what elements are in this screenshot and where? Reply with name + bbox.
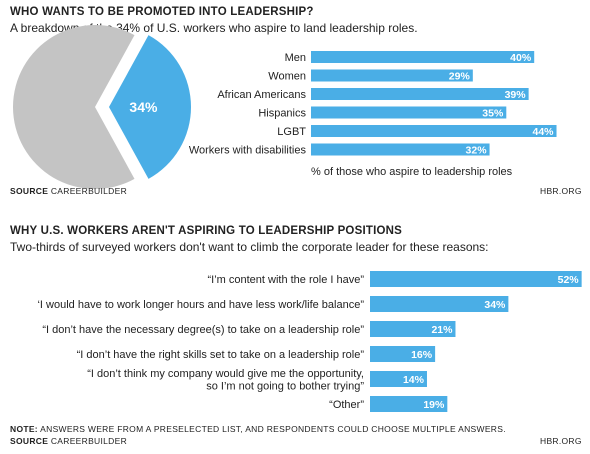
pie-slice-rest	[12, 24, 135, 190]
pie-slice-highlight	[109, 35, 191, 179]
bar-reason	[370, 346, 436, 362]
note-text: ANSWERS WERE FROM A PRESELECTED LIST, AN…	[40, 424, 506, 434]
bar-category-label: Men	[285, 52, 306, 64]
pie-chart: 34%	[12, 24, 191, 190]
section1-brand: HBR.ORG	[540, 186, 582, 196]
bar-value-label: 14%	[403, 374, 425, 386]
bar-value-label: 44%	[533, 126, 555, 138]
bar-value-label: 21%	[431, 324, 453, 336]
section2-subtitle: Two-thirds of surveyed workers don't wan…	[10, 240, 489, 254]
bar-reason	[370, 396, 448, 412]
bar-reason-label: “I don’t have the right skills set to ta…	[77, 349, 365, 361]
section2-source: SOURCE CAREERBUILDER	[10, 436, 127, 446]
bar-value-label: 19%	[423, 399, 445, 411]
axis-note: % of those who aspire to leadership role…	[311, 166, 513, 178]
bar-category-label: Women	[268, 71, 306, 83]
bar-value-label: 39%	[505, 89, 527, 101]
bar-value-label: 32%	[466, 145, 488, 157]
bar-category-label: African Americans	[217, 89, 306, 101]
bar-value-label: 29%	[449, 71, 471, 83]
bar-demographic	[311, 143, 490, 156]
bar-reason-label: “I don’t think my company would give me …	[87, 368, 364, 380]
bar-category-label: LGBT	[277, 126, 306, 138]
bar-demographic	[311, 88, 529, 100]
bar-reason-label: “I don’t have the necessary degree(s) to…	[42, 324, 364, 336]
source-label: SOURCE	[10, 186, 49, 196]
bar-demographic	[311, 69, 473, 82]
bar-value-label: 40%	[510, 52, 532, 64]
section2-note: NOTE: ANSWERS WERE FROM A PRESELECTED LI…	[10, 424, 506, 434]
bar-value-label: 34%	[484, 299, 506, 311]
bar-reason	[370, 371, 427, 387]
bar-demographic	[311, 51, 535, 63]
pie-slice-label: 34%	[129, 99, 158, 115]
bar-demographic	[311, 125, 557, 137]
bar-demographic	[311, 106, 507, 119]
bar-reason-label: “Other”	[329, 399, 364, 411]
bar-reason-label: ‘I would have to work longer hours and h…	[37, 299, 364, 311]
bar-value-label: 16%	[411, 349, 433, 361]
section1-title: WHO WANTS TO BE PROMOTED INTO LEADERSHIP…	[10, 6, 314, 18]
section2-brand: HBR.ORG	[540, 436, 582, 446]
bar-reason	[370, 321, 456, 337]
bar-reason	[370, 271, 582, 287]
section2-title: WHY U.S. WORKERS AREN'T ASPIRING TO LEAD…	[10, 225, 402, 237]
note-label: NOTE:	[10, 424, 38, 434]
bar-reason-label: “I’m content with the role I have”	[207, 274, 364, 286]
demographic-bar-chart: Men 40% Women 29% African Americans 39% Hispan…	[189, 51, 557, 157]
source-name-2: CAREERBUILDER	[50, 436, 128, 446]
bar-value-label: 52%	[558, 274, 580, 286]
reasons-bar-chart: “I’m content with the role I have” 52% ‘I …	[37, 271, 582, 412]
source-label-2: SOURCE	[10, 436, 49, 446]
section1-source: SOURCE CAREERBUILDER	[10, 186, 127, 196]
bar-reason	[370, 296, 509, 312]
bar-value-label: 35%	[482, 108, 504, 120]
bar-category-label: Workers with disabilities	[189, 145, 307, 157]
bar-reason-label: so I’m not going to bother trying”	[206, 380, 364, 392]
source-name: CAREERBUILDER	[50, 186, 128, 196]
bar-category-label: Hispanics	[258, 108, 306, 120]
